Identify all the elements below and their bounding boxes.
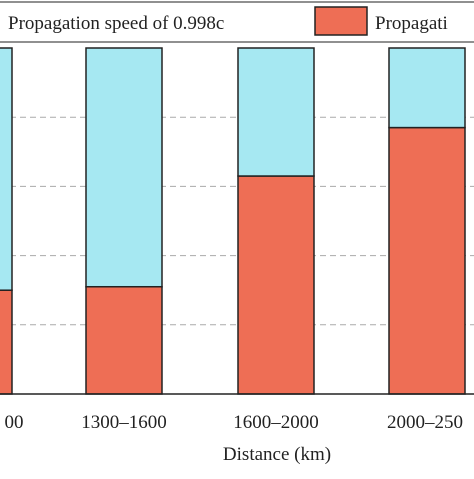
legend-box: [0, 1, 474, 43]
bar-0-series-1: [0, 47, 13, 291]
legend-label-1: Propagati: [375, 13, 448, 34]
bar-2-series-0: [237, 175, 315, 395]
x-tick-labels: 00 1300–1600 1600–2000 2000–250: [5, 412, 464, 433]
legend: Propagation speed of 0.998c Propagati: [0, 1, 474, 43]
bars: [0, 47, 466, 395]
bar-1-series-1: [85, 47, 163, 288]
bar-0-series-0: [0, 289, 13, 395]
x-tick-label-2: 1600–2000: [233, 412, 319, 433]
bar-1-series-0: [85, 285, 163, 395]
x-axis-label: Distance (km): [223, 444, 331, 465]
bar-3-series-0: [388, 126, 466, 395]
x-tick-label-0: 00: [5, 412, 24, 433]
legend-swatch-1: [314, 6, 368, 36]
bar-3-series-1: [388, 47, 466, 129]
x-tick-label-1: 1300–1600: [81, 412, 167, 433]
bar-2-series-1: [237, 47, 315, 177]
x-tick-label-3: 2000–250: [387, 412, 463, 433]
legend-label-0: Propagation speed of 0.998c: [8, 13, 224, 34]
